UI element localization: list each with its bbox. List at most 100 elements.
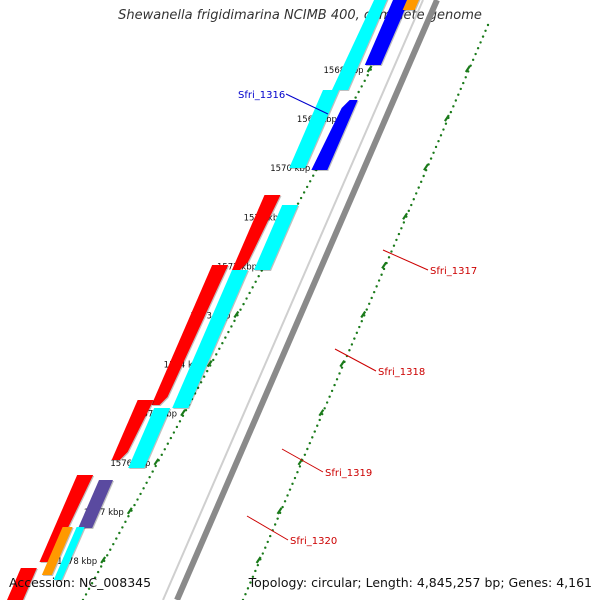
- gene-feature-forward[interactable]: [39, 475, 94, 562]
- backbone-line-inner: [162, 0, 424, 600]
- outer-dot: [444, 122, 448, 125]
- gene-feature-orange[interactable]: [402, 0, 428, 10]
- gene-label[interactable]: Sfri_1319: [325, 468, 372, 479]
- outer-dot: [298, 465, 302, 468]
- outer-dot: [402, 221, 406, 224]
- inner-dot: [230, 325, 233, 328]
- inner-dot: [299, 196, 303, 200]
- inner-dot: [151, 470, 154, 473]
- outer-dot: [437, 139, 440, 143]
- gene-feature-reverse[interactable]: [53, 527, 85, 580]
- gene-feature-sfri-1318[interactable]: [172, 270, 248, 408]
- inner-dot: [127, 515, 130, 518]
- scale-tick-mark: [153, 458, 160, 466]
- outer-dot: [474, 52, 477, 56]
- inner-dot: [312, 174, 315, 177]
- outer-dot: [481, 35, 485, 38]
- inner-dot: [363, 79, 366, 83]
- outer-dot: [390, 250, 393, 253]
- scale-tick-label: 1573 kbp: [190, 312, 230, 322]
- gene-feature-forward[interactable]: [151, 265, 229, 405]
- outer-dot: [246, 587, 250, 590]
- scale-tick-label: 1578 kbp: [57, 557, 97, 567]
- inner-dot: [302, 191, 306, 194]
- inner-dot: [242, 302, 245, 306]
- outer-dot: [340, 366, 344, 369]
- outer-dot: [459, 87, 462, 91]
- outer-dot: [355, 331, 359, 335]
- inner-dot: [175, 425, 179, 429]
- outer-dot: [353, 337, 356, 340]
- genome-backbone: [162, 0, 440, 600]
- outer-dot: [486, 23, 490, 27]
- inner-dot: [115, 537, 118, 540]
- outer-dot: [397, 232, 401, 236]
- outer-dot: [375, 285, 378, 288]
- gene-label[interactable]: Sfri_1316: [238, 90, 285, 101]
- inner-dot: [254, 280, 257, 283]
- inner-dot: [160, 453, 163, 457]
- gene-label[interactable]: Sfri_1317: [430, 266, 477, 277]
- outer-dot: [308, 441, 312, 445]
- inner-dot: [133, 503, 136, 507]
- outer-dot: [429, 157, 433, 160]
- outer-tick-mark: [464, 65, 471, 73]
- inner-dot: [109, 548, 112, 551]
- inner-dot: [87, 587, 91, 591]
- inner-dot: [305, 185, 309, 189]
- inner-dot: [84, 593, 88, 596]
- outer-dot: [323, 407, 326, 410]
- scale-tick-label: 1577 kbp: [84, 508, 124, 518]
- gene-label[interactable]: Sfri_1318: [378, 367, 425, 378]
- outer-dot: [291, 482, 294, 486]
- gene-feature-blue[interactable]: [311, 100, 358, 170]
- inner-dot: [199, 381, 203, 384]
- outer-dot: [286, 494, 289, 497]
- gene-feature-sfri-1320[interactable]: [78, 480, 113, 528]
- gene-leader-line: [334, 348, 377, 372]
- inner-dot: [360, 85, 363, 88]
- inner-dot: [221, 342, 224, 345]
- gene-feature-sfri-1319[interactable]: [128, 408, 171, 468]
- gene-feature-forward[interactable]: [111, 400, 154, 460]
- inner-dot: [136, 498, 139, 501]
- gene-leader-line: [246, 515, 289, 541]
- inner-dot: [251, 286, 254, 289]
- outer-dot: [400, 227, 403, 230]
- outer-dot: [415, 192, 418, 195]
- outer-tick-mark: [318, 409, 325, 417]
- outer-dot: [471, 58, 475, 62]
- inner-dot: [145, 481, 148, 484]
- gene-feature-forward[interactable]: [3, 568, 37, 600]
- gene-feature-blue[interactable]: [364, 0, 418, 65]
- gene-features: [3, 0, 428, 600]
- outer-dot: [330, 389, 334, 393]
- inner-dot: [124, 520, 127, 524]
- outer-dot: [293, 476, 297, 480]
- gene-feature-sfri-1317[interactable]: [254, 205, 299, 270]
- gene-label[interactable]: Sfri_1320: [290, 536, 337, 547]
- inner-dot: [172, 431, 176, 434]
- outer-dot: [358, 325, 361, 329]
- outer-dot: [254, 569, 257, 573]
- outer-dot: [457, 93, 460, 96]
- outer-tick-mark: [276, 507, 283, 515]
- gene-feature-reverse[interactable]: [332, 0, 396, 90]
- outer-dot: [283, 500, 287, 503]
- scale-tick-label: 1570 kbp: [270, 164, 310, 174]
- gene-feature-forward[interactable]: [232, 195, 281, 270]
- outer-dot: [387, 256, 391, 259]
- gene-feature-sfri-1316[interactable]: [289, 90, 339, 168]
- outer-dot: [434, 145, 438, 149]
- gene-leader-line: [382, 249, 429, 271]
- outer-tick-dots: [241, 23, 490, 600]
- outer-tick-mark: [443, 114, 450, 122]
- outer-dot: [338, 372, 341, 375]
- outer-dot: [449, 110, 453, 114]
- inner-dot: [239, 308, 242, 311]
- inner-dot: [248, 291, 251, 295]
- outer-dot: [335, 378, 339, 381]
- outer-tick-mark: [381, 261, 388, 270]
- gene-feature-orange[interactable]: [41, 527, 73, 575]
